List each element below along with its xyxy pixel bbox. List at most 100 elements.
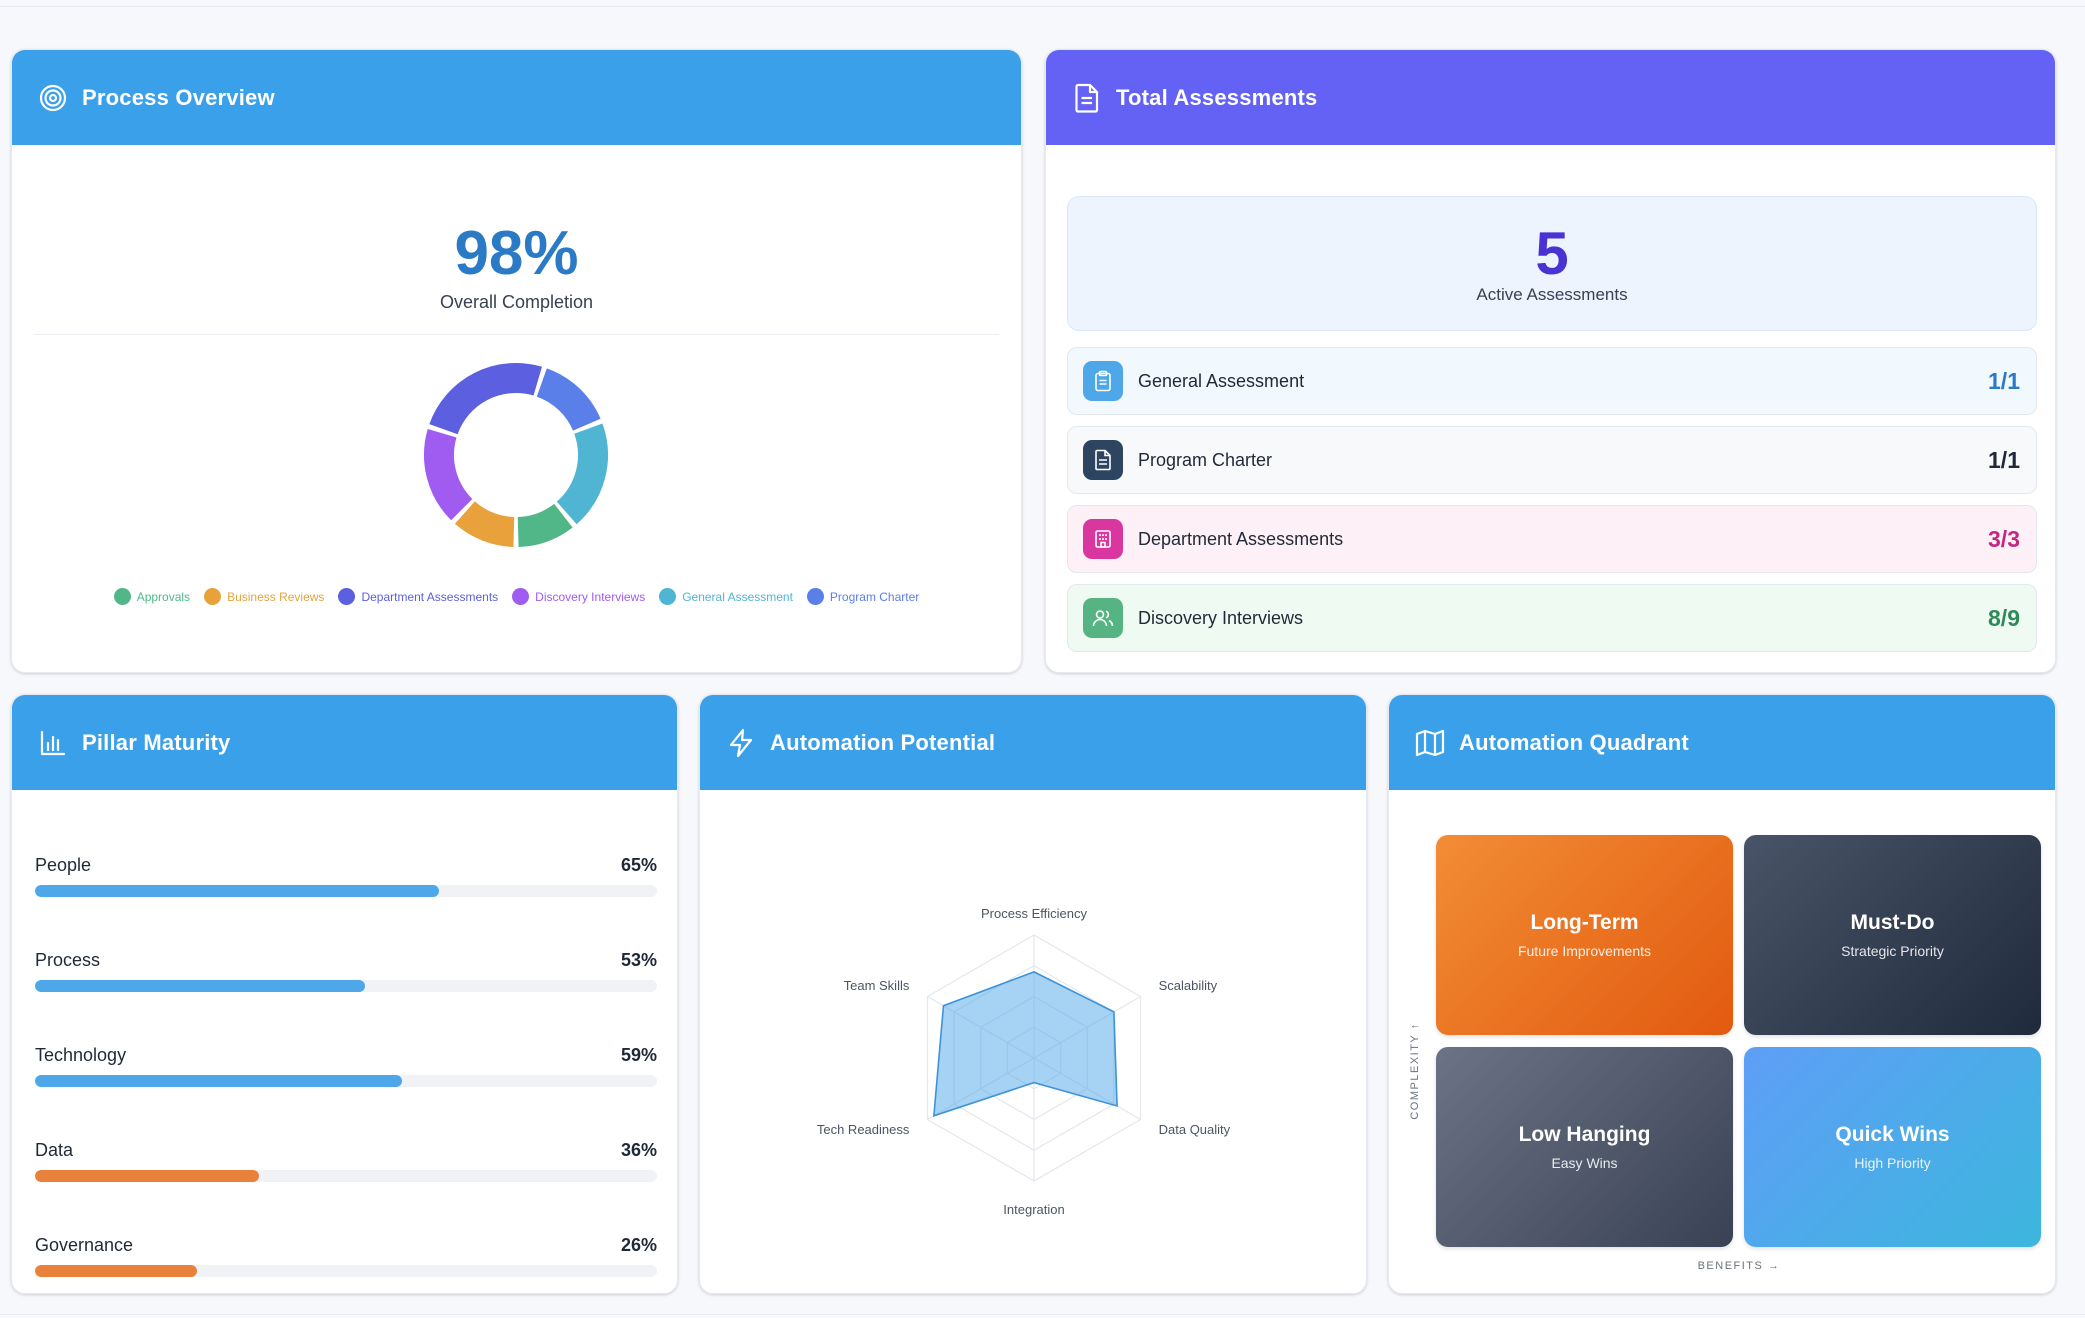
quadrant-title: Must-Do (1850, 911, 1935, 934)
legend-swatch (512, 588, 530, 605)
active-assessments-count: 5 (1535, 220, 1569, 287)
pillar-maturity-header: Pillar Maturity (12, 695, 677, 790)
automation-quadrant-title: Automation Quadrant (1459, 729, 1689, 755)
quadrant-title: Low Hanging (1518, 1123, 1651, 1146)
pillar-name: Governance (35, 1235, 134, 1255)
quadrant-must-do[interactable]: Must-Do Strategic Priority (1744, 835, 2041, 1035)
pillar-progress-fill (35, 1265, 197, 1277)
legend-item[interactable]: Discovery Interviews (512, 588, 645, 605)
pillar-value: 59% (620, 1045, 657, 1065)
bar-chart-icon (38, 728, 68, 758)
assessment-count: 1/1 (1988, 367, 2020, 394)
pillar-progress-fill (35, 980, 365, 992)
donut-slice-department-assessments[interactable] (429, 363, 542, 435)
legend-item[interactable]: Program Charter (806, 588, 920, 605)
radar-axis-label: Data Quality (1159, 1122, 1231, 1137)
automation-potential-header: Automation Potential (700, 695, 1366, 790)
pillar-name: People (35, 855, 92, 875)
radar-axis-label: Tech Readiness (817, 1122, 910, 1137)
radar-axis-label: Team Skills (844, 978, 910, 993)
building-icon (1083, 519, 1123, 559)
bottom-divider (0, 1314, 2085, 1315)
quadrant-title: Long-Term (1530, 911, 1639, 934)
donut-slice-approvals[interactable] (517, 503, 573, 547)
quadrant-low-hanging[interactable]: Low Hanging Easy Wins (1436, 1047, 1733, 1247)
legend-swatch (806, 588, 824, 605)
quadrant-y-axis-label: COMPLEXITY ↑ (1409, 1022, 1421, 1120)
completion-donut-chart (424, 363, 608, 547)
legend-label: Department Assessments (361, 589, 499, 604)
pillar-value: 36% (620, 1140, 657, 1160)
assessment-row-discovery[interactable]: Discovery Interviews 8/9 (1067, 584, 2037, 652)
assessment-row-program-charter[interactable]: Program Charter 1/1 (1067, 426, 2037, 494)
assessment-row-department[interactable]: Department Assessments 3/3 (1067, 505, 2037, 573)
pillar-value: 53% (620, 950, 657, 970)
pillar-progress-fill (35, 885, 440, 897)
donut-slice-business-reviews[interactable] (454, 500, 515, 547)
pillar-name: Data (35, 1140, 74, 1160)
quadrant-subtitle: Strategic Priority (1841, 943, 1944, 959)
donut-slice-general-assessment[interactable] (556, 423, 608, 525)
pillar-maturity-card: Pillar Maturity People 65% Process 53% T… (11, 694, 678, 1294)
quadrant-title: Quick Wins (1835, 1123, 1950, 1146)
legend-swatch (204, 588, 222, 605)
automation-potential-title: Automation Potential (770, 729, 996, 755)
quadrant-long-term[interactable]: Long-Term Future Improvements (1436, 835, 1733, 1035)
radar-axis-label: Process Efficiency (981, 906, 1087, 921)
pillar-progress-track (35, 980, 657, 992)
assessment-count: 3/3 (1988, 525, 2020, 552)
legend-swatch (659, 588, 677, 605)
assessment-count: 8/9 (1988, 604, 2020, 631)
assessment-label: General Assessment (1138, 370, 1305, 391)
total-assessments-title: Total Assessments (1116, 84, 1318, 110)
automation-radar-chart: Process Efficiency Scalability Data Qualit… (817, 906, 1231, 1217)
legend-label: Discovery Interviews (535, 589, 646, 604)
donut-legend: Approvals Business Reviews Department Asse… (12, 588, 1021, 605)
assessment-label: Department Assessments (1138, 528, 1344, 549)
total-assessments-card: Total Assessments 5 Active Assessments G… (1045, 49, 2056, 673)
legend-item[interactable]: General Assessment (659, 588, 793, 605)
quadrant-subtitle: Easy Wins (1551, 1155, 1618, 1171)
radar-axis-label: Scalability (1159, 978, 1218, 993)
assessment-label: Program Charter (1138, 449, 1273, 470)
quadrant-subtitle: High Priority (1854, 1155, 1931, 1171)
target-icon (38, 83, 68, 113)
donut-slice-discovery-interviews[interactable] (424, 429, 473, 521)
process-overview-card: Process Overview 98% Overall Completion … (11, 49, 1022, 673)
pillar-progress-fill (35, 1075, 402, 1087)
active-assessments-summary: 5 Active Assessments (1067, 196, 2037, 331)
assessment-label: Discovery Interviews (1138, 607, 1304, 628)
legend-item[interactable]: Department Assessments (338, 588, 498, 605)
quadrant-subtitle: Future Improvements (1517, 943, 1652, 959)
legend-label: Business Reviews (227, 589, 325, 604)
quadrant-x-axis-label: BENEFITS → (1697, 1260, 1781, 1272)
legend-swatch (113, 588, 131, 605)
pillar-name: Technology (35, 1045, 127, 1065)
pillar-name: Process (35, 950, 101, 970)
active-assessments-label: Active Assessments (1476, 285, 1628, 304)
overall-completion-label: Overall Completion (439, 292, 594, 312)
pillar-progress-track (35, 1170, 657, 1182)
lightning-icon (726, 728, 756, 758)
pillar-progress-track (35, 1265, 657, 1277)
radar-axis-label: Integration (1003, 1202, 1064, 1217)
document-icon (1072, 83, 1102, 113)
document-icon (1083, 440, 1123, 480)
legend-item[interactable]: Business Reviews (204, 588, 324, 605)
pillar-maturity-title: Pillar Maturity (82, 729, 231, 755)
overall-completion-value: 98% (454, 219, 579, 288)
process-overview-title: Process Overview (82, 84, 275, 110)
legend-label: Program Charter (829, 589, 920, 604)
donut-slice-program-charter[interactable] (536, 368, 601, 432)
map-icon (1415, 728, 1445, 758)
pillar-value: 65% (620, 855, 657, 875)
assessment-row-general[interactable]: General Assessment 1/1 (1067, 347, 2037, 415)
legend-item[interactable]: Approvals (113, 588, 190, 605)
legend-label: General Assessment (682, 589, 793, 604)
clipboard-icon (1083, 361, 1123, 401)
radar-data-area[interactable] (932, 971, 1118, 1117)
automation-potential-card: Automation Potential Process Efficiency S… (699, 694, 1367, 1294)
top-divider (0, 6, 2085, 7)
quadrant-quick-wins[interactable]: Quick Wins High Priority (1744, 1047, 2041, 1247)
divider (34, 334, 999, 335)
